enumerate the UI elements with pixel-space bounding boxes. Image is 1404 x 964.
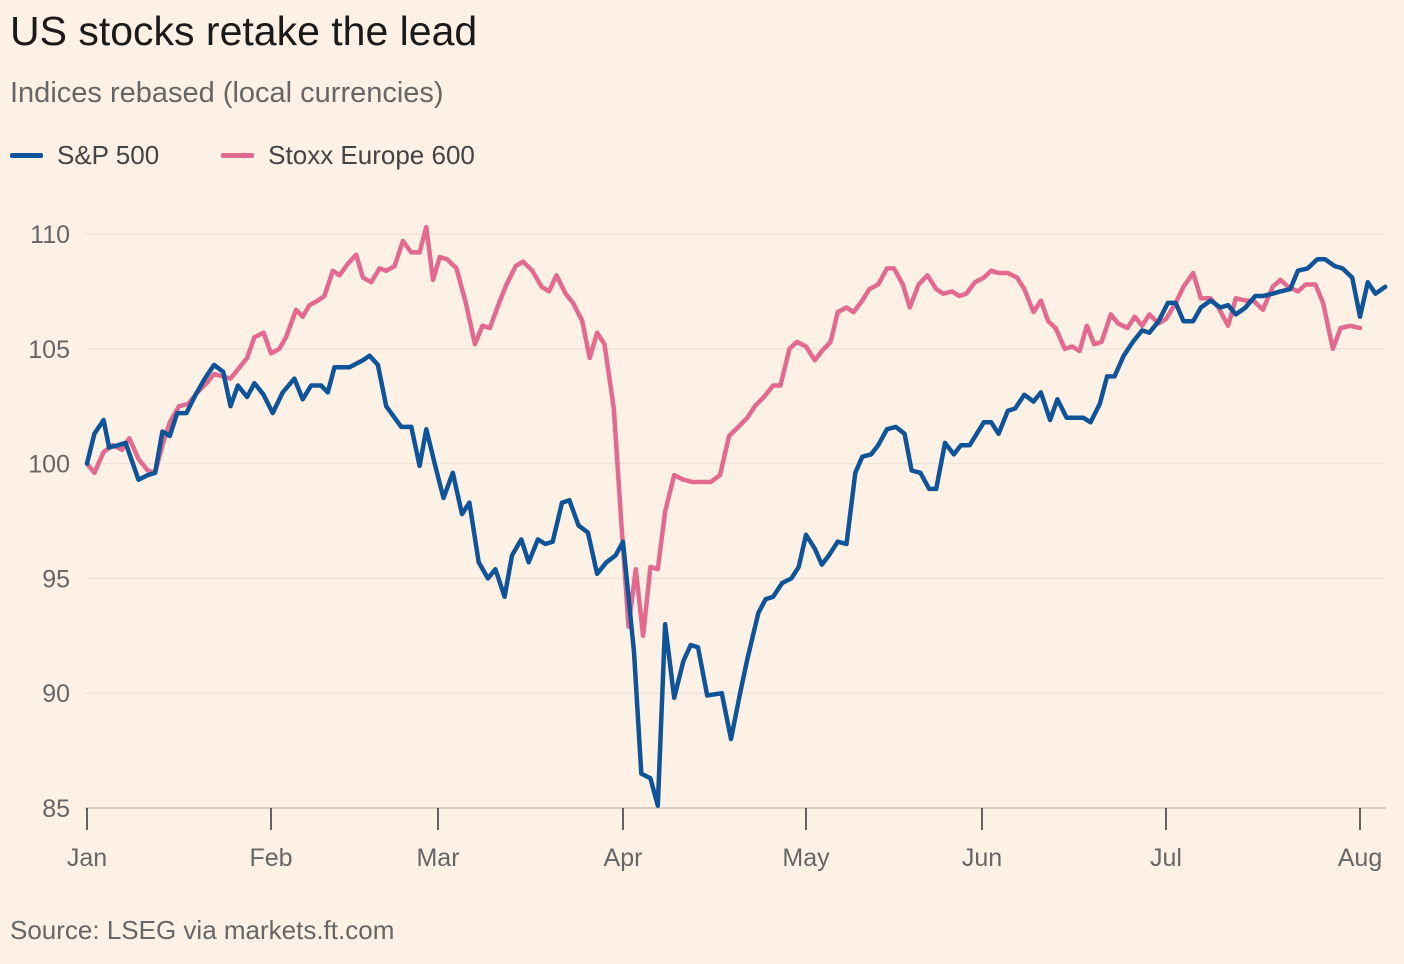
x-tick-label: Apr bbox=[604, 844, 643, 872]
series-line-sp500 bbox=[84, 257, 1388, 808]
chart-title: US stocks retake the lead bbox=[10, 8, 478, 54]
y-tick-label: 95 bbox=[42, 565, 70, 593]
x-tick-label: Jan bbox=[67, 844, 107, 872]
x-tick-label: Jul bbox=[1150, 844, 1182, 872]
x-tick-label: Aug bbox=[1338, 844, 1382, 872]
chart-subtitle: Indices rebased (local currencies) bbox=[10, 77, 444, 109]
series-line-stoxx bbox=[84, 224, 1363, 639]
legend: S&P 500 Stoxx Europe 600 bbox=[10, 138, 537, 172]
y-tick-label: 110 bbox=[30, 221, 70, 249]
legend-item-sp500: S&P 500 bbox=[10, 140, 159, 171]
y-tick-label: 100 bbox=[28, 451, 70, 479]
legend-label-stoxx: Stoxx Europe 600 bbox=[268, 139, 475, 170]
legend-swatch-stoxx bbox=[221, 152, 255, 158]
x-tick-label: Feb bbox=[249, 844, 292, 872]
y-tick-label: 105 bbox=[28, 336, 70, 364]
y-tick-label: 90 bbox=[42, 680, 70, 708]
legend-item-stoxx: Stoxx Europe 600 bbox=[221, 140, 475, 171]
legend-swatch-sp500 bbox=[10, 152, 43, 158]
legend-label-sp500: S&P 500 bbox=[57, 139, 160, 170]
x-tick-label: May bbox=[782, 844, 830, 872]
x-tick-label: Jun bbox=[962, 844, 1002, 872]
y-tick-label: 85 bbox=[42, 795, 70, 823]
x-tick-label: Mar bbox=[416, 844, 459, 872]
source-note: Source: LSEG via markets.ft.com bbox=[10, 915, 395, 945]
